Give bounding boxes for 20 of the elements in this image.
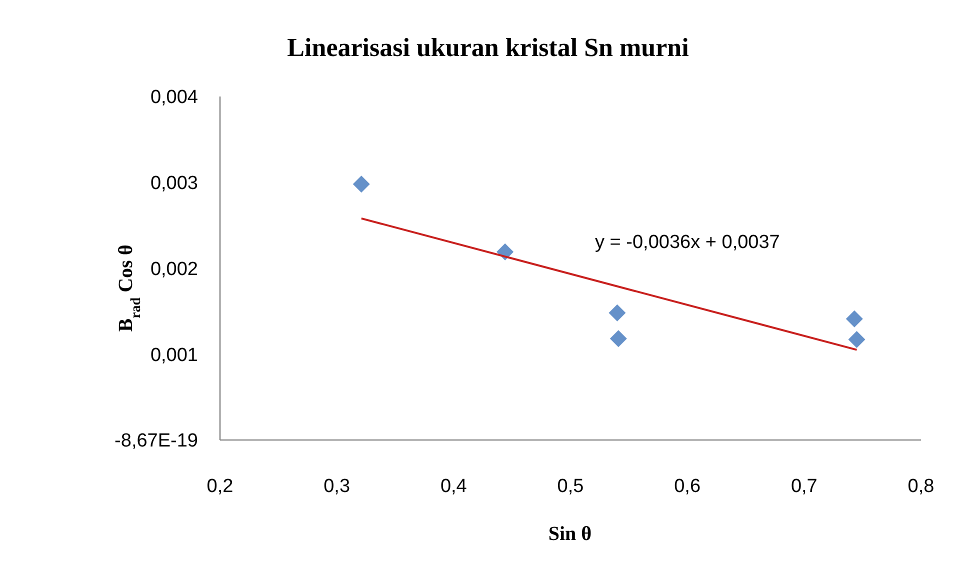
x-tick-label: 0,2 bbox=[206, 476, 234, 497]
y-tick-label: 0,001 bbox=[150, 344, 198, 366]
chart-title: Linearisasi ukuran kristal Sn murni bbox=[287, 33, 689, 62]
x-tick-label: 0,7 bbox=[790, 476, 818, 497]
y-tick-label: 0,002 bbox=[150, 258, 198, 280]
y-tick-label: 0,004 bbox=[150, 87, 198, 108]
point bbox=[608, 304, 626, 322]
point bbox=[846, 310, 863, 328]
y-tick-label: 0,003 bbox=[150, 173, 198, 194]
x-axis-title: Sin θ bbox=[548, 523, 592, 545]
x-tick-label: 0,6 bbox=[674, 476, 701, 497]
x-tick-label: 0,8 bbox=[908, 476, 934, 497]
x-tick-label: 0,3 bbox=[324, 476, 350, 497]
y-tick-label: -8,67E-19 bbox=[114, 430, 198, 452]
point bbox=[610, 330, 627, 348]
point bbox=[848, 331, 866, 348]
point bbox=[352, 176, 370, 193]
x-tick-label: 0,5 bbox=[557, 476, 584, 497]
x-tick-label: 0,4 bbox=[440, 476, 468, 497]
annotation: y = -0,0036x + 0,0037 bbox=[595, 232, 780, 253]
